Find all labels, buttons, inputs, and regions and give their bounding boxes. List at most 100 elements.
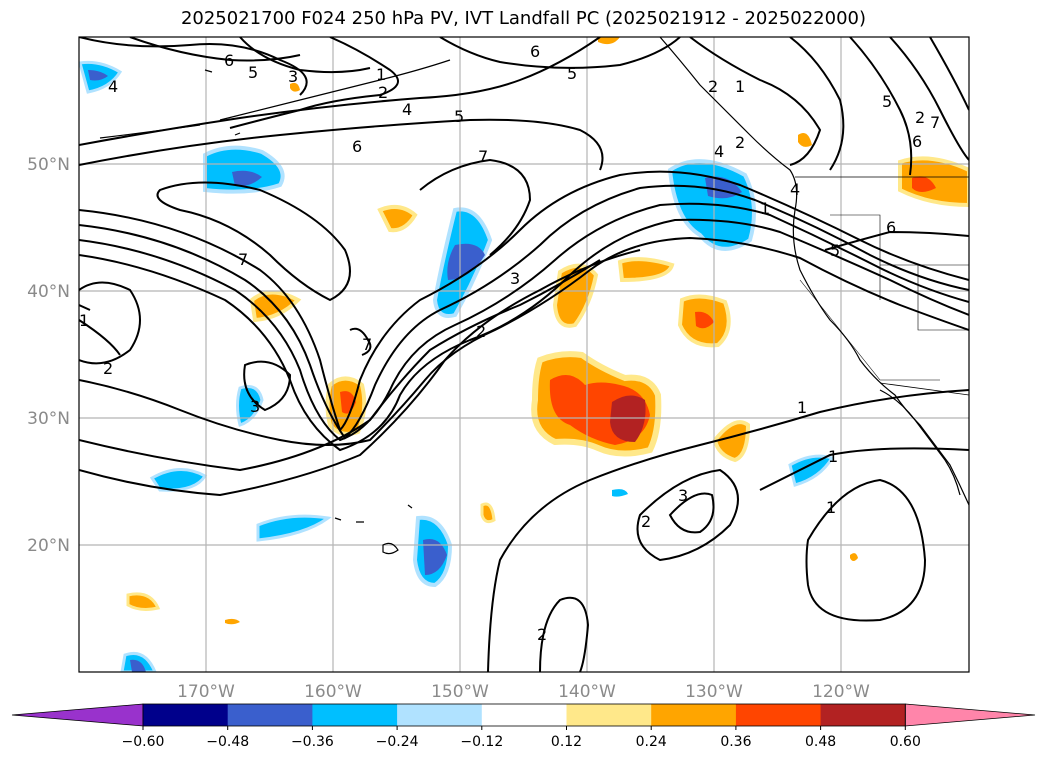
- latitude-label: 20°N: [27, 536, 70, 556]
- contour-line: [759, 447, 969, 491]
- contour-line: [79, 170, 969, 432]
- colorbar-tick-label: 0.24: [636, 734, 667, 750]
- alaska-coast: [219, 59, 451, 121]
- contour-label: 5: [567, 64, 577, 83]
- blob-pos: [712, 420, 751, 463]
- colorbar-swatch: [481, 704, 567, 726]
- longitude-label: 120°W: [812, 682, 870, 702]
- longitude-label: 140°W: [558, 682, 616, 702]
- contour-line: [439, 37, 681, 69]
- colorbar-tick-label: 0.48: [805, 734, 836, 750]
- blob-neg: [788, 454, 835, 487]
- contour-label: 4: [714, 142, 724, 161]
- latitude-label: 30°N: [27, 409, 70, 429]
- blob-pos: [290, 82, 300, 92]
- contour-label: 4: [108, 77, 118, 96]
- contour-line: [79, 236, 969, 446]
- colorbar-swatch: [735, 704, 822, 726]
- longitude-label: 160°W: [304, 682, 362, 702]
- blob-pos: [798, 132, 812, 147]
- contour-line: [129, 37, 301, 62]
- blob-neg: [423, 539, 447, 575]
- contour-label: 2: [103, 359, 113, 378]
- colorbar-extend-low: [11, 703, 144, 727]
- contour-label: 1: [760, 199, 770, 218]
- north-america-coast: [659, 37, 969, 506]
- colorbar-swatch: [143, 704, 229, 726]
- plot-frame: [78, 36, 970, 673]
- contour-line: [79, 118, 604, 171]
- contour-label: 1: [735, 77, 745, 96]
- colorbar-tick-label: −0.48: [206, 734, 249, 750]
- contour-label: 6: [224, 51, 234, 70]
- colorbar-tick-label: 0.60: [890, 734, 921, 750]
- contour-label: 7: [362, 335, 372, 354]
- contour-label: 1: [826, 498, 836, 517]
- map-layer: 6 5 3 1 2 4 5 6 7 6 5 2 1 4 7 7 2 3 2 1 …: [79, 37, 969, 672]
- colorbar-swatch: [312, 704, 398, 726]
- latitude-label: 40°N: [27, 282, 70, 302]
- contour-line: [79, 218, 969, 452]
- blob-pos: [480, 502, 496, 524]
- contour-label: 7: [930, 113, 940, 132]
- contour-labels: 6 5 3 1 2 4 5 6 7 6 5 2 1 4 7 7 2 3 2 1 …: [79, 42, 940, 644]
- contour-lines: [79, 37, 969, 672]
- coastlines: [99, 37, 969, 555]
- contour-label: 2: [641, 512, 651, 531]
- longitude-label: 150°W: [431, 682, 489, 702]
- contour-label: 3: [288, 67, 298, 86]
- colorbar-frame: [142, 703, 906, 727]
- contour-line: [79, 37, 399, 129]
- border-states: [799, 214, 969, 381]
- contour-line: [79, 249, 641, 497]
- contour-label: 3: [510, 269, 520, 288]
- contour-label: 2: [735, 133, 745, 152]
- latitude-labels: 50°N 40°N 30°N 20°N: [27, 155, 70, 556]
- colorbar: −0.60 −0.48 −0.36 −0.24 −0.12 0.12 0.24 0.36 0.4…: [11, 703, 1036, 750]
- colorbar-tick-label: −0.60: [122, 734, 165, 750]
- contour-label: 5: [248, 63, 258, 82]
- blob-neg: [447, 243, 485, 280]
- contour-label: 2: [537, 625, 547, 644]
- contour-label: 4: [790, 180, 800, 199]
- contour-label: 4: [402, 100, 412, 119]
- contour-label: 2: [476, 322, 486, 341]
- blob-pos: [898, 156, 969, 208]
- blob-neg: [236, 385, 264, 427]
- gridlines: [79, 37, 969, 672]
- contour-line: [805, 478, 927, 622]
- contour-line: [689, 37, 822, 166]
- colorbar-swatch: [397, 704, 483, 726]
- plot-area: [79, 37, 969, 672]
- blob-pos: [126, 592, 161, 611]
- blob-pos: [377, 204, 418, 233]
- contour-line: [419, 158, 532, 256]
- contour-line: [849, 37, 913, 176]
- colorbar-tick-label: 0.36: [720, 734, 751, 750]
- contour-line: [929, 37, 969, 111]
- colorbar-tick-label: −0.36: [291, 734, 334, 750]
- contour-label: 6: [352, 137, 362, 156]
- colorbar-tick-label: −0.24: [376, 734, 419, 750]
- blob-pos: [850, 553, 858, 561]
- latitude-label: 50°N: [27, 155, 70, 175]
- contour-line: [156, 181, 351, 302]
- contour-label: 5: [454, 107, 464, 126]
- blob-neg: [130, 659, 146, 672]
- contour-line: [79, 37, 601, 146]
- contour-label: 5: [882, 92, 892, 111]
- blob-pos: [695, 311, 714, 329]
- positive-anomalies: [126, 37, 969, 625]
- contour-label: 2: [915, 108, 925, 127]
- colorbar-ticks: −0.60 −0.48 −0.36 −0.24 −0.12 0.12 0.24 0.36 0.4…: [122, 726, 921, 750]
- blob-pos: [610, 395, 646, 442]
- contour-label: 1: [376, 65, 386, 84]
- blob-neg: [612, 489, 628, 497]
- contour-line: [824, 230, 969, 251]
- contour-label: 5: [830, 241, 840, 260]
- contour-line: [239, 37, 371, 74]
- contour-line: [79, 259, 601, 472]
- contour-label: 3: [678, 486, 688, 505]
- longitude-label: 170°W: [177, 682, 235, 702]
- longitude-labels: 170°W 160°W 150°W 140°W 130°W 120°W: [177, 682, 870, 702]
